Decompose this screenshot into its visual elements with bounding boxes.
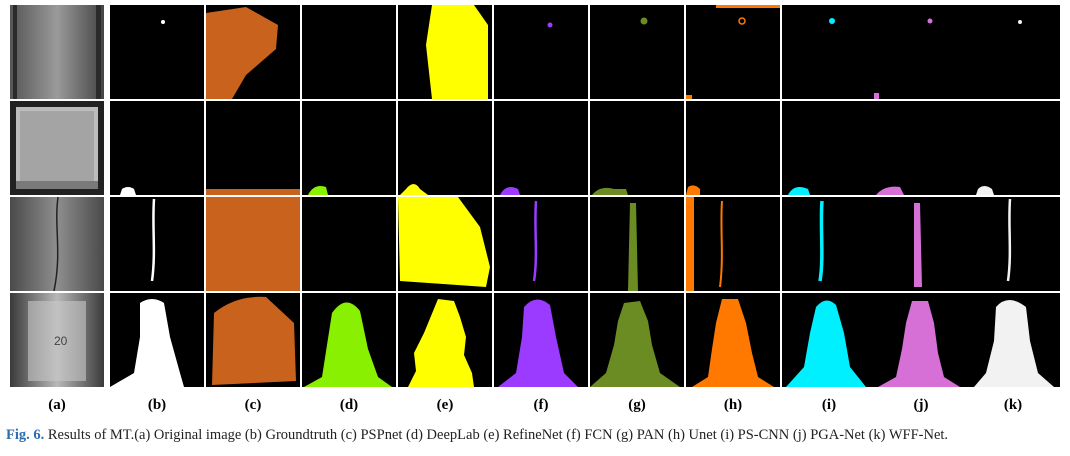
deeplab-row2 (302, 101, 396, 195)
label-c: (c) (244, 397, 262, 413)
original-image-row2 (10, 101, 104, 195)
label-f: (f) (533, 397, 549, 413)
wff-net-row2 (966, 101, 1060, 195)
label-h: (h) (723, 397, 743, 413)
refinenet-row3 (398, 197, 492, 291)
ps-cnn-row4 (782, 293, 876, 387)
original-image-row1 (10, 5, 104, 99)
label-i: (i) (821, 397, 837, 413)
label-e: (e) (436, 397, 454, 413)
groundtruth-row3 (110, 197, 204, 291)
pga-net-row4 (874, 293, 968, 387)
original-image-row4: 20 (10, 293, 104, 387)
deeplab-row3 (302, 197, 396, 291)
unet-row2 (686, 101, 780, 195)
pga-net-row3 (874, 197, 968, 291)
pan-row2 (590, 101, 684, 195)
groundtruth-row2 (110, 101, 204, 195)
sample-digit: 20 (54, 334, 68, 348)
refinenet-row1 (398, 5, 492, 99)
wff-net-row1 (966, 5, 1060, 99)
unet-row3 (686, 197, 780, 291)
caption-text: Results of MT.(a) Original image (b) Gro… (47, 427, 949, 443)
wff-net-row3 (966, 197, 1060, 291)
caption-label: Fig. 6. (6, 427, 45, 443)
label-g: (g) (628, 397, 646, 413)
refinenet-row4 (398, 293, 492, 387)
label-j: (j) (913, 397, 929, 413)
pan-row1 (590, 5, 684, 99)
deeplab-row4 (302, 293, 396, 387)
fcn-row1 (494, 5, 588, 99)
label-d: (d) (339, 397, 359, 413)
pspnet-row4 (206, 293, 300, 387)
label-b: (b) (147, 397, 167, 413)
wff-net-row4 (966, 293, 1060, 387)
groundtruth-row1 (110, 5, 204, 99)
original-image-row3 (10, 197, 104, 291)
pan-row3 (590, 197, 684, 291)
unet-row4 (686, 293, 780, 387)
label-k: (k) (1003, 397, 1023, 413)
pga-net-row1 (874, 5, 968, 99)
ps-cnn-row3 (782, 197, 876, 291)
fcn-row3 (494, 197, 588, 291)
pan-row4 (590, 293, 684, 387)
deeplab-row1 (302, 5, 396, 99)
figure-caption: Fig. 6. Results of MT.(a) Original image… (6, 427, 1066, 444)
pspnet-row3 (206, 197, 300, 291)
fcn-row4 (494, 293, 588, 387)
pga-net-row2 (874, 101, 968, 195)
ps-cnn-row2 (782, 101, 876, 195)
fcn-row2 (494, 101, 588, 195)
ps-cnn-row1 (782, 5, 876, 99)
pspnet-row2 (206, 101, 300, 195)
groundtruth-row4 (110, 293, 204, 387)
refinenet-row2 (398, 101, 492, 195)
label-a: (a) (48, 397, 66, 413)
pspnet-row1 (206, 5, 300, 99)
unet-row1 (686, 5, 780, 99)
